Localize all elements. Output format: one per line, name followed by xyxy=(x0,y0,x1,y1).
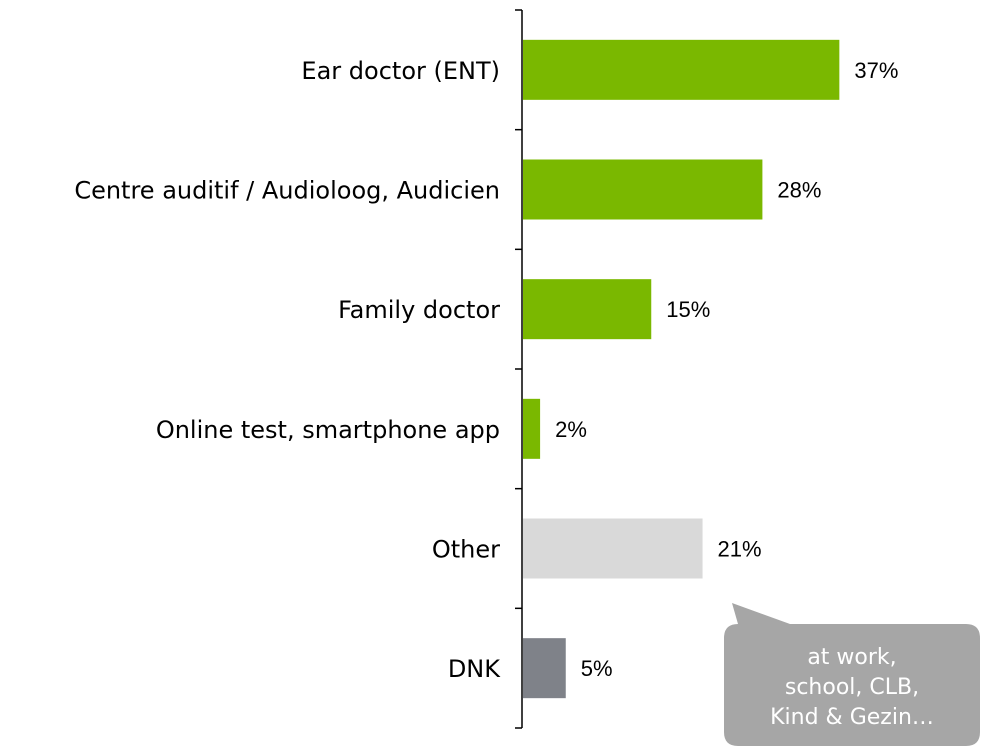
bar-5 xyxy=(523,518,703,579)
bar-2 xyxy=(523,159,763,220)
callout-text-line: school, CLB, xyxy=(785,675,919,700)
category-label: Family doctor xyxy=(338,296,500,324)
value-label: 5% xyxy=(581,656,613,681)
category-label: Centre auditif / Audioloog, Audicien xyxy=(74,177,500,205)
callout-text-line: at work, xyxy=(807,645,896,670)
category-label: Online test, smartphone app xyxy=(156,416,500,444)
value-label: 21% xyxy=(718,537,762,562)
category-label: DNK xyxy=(448,655,501,683)
bar-3 xyxy=(523,279,652,340)
bar-4 xyxy=(523,398,541,459)
callout-bubble xyxy=(724,603,980,746)
bar-1 xyxy=(523,39,840,100)
callout-note: at work, school, CLB, Kind & Gezin… xyxy=(724,603,980,746)
value-label: 15% xyxy=(666,297,710,322)
category-label: Other xyxy=(432,536,500,564)
callout-text-line: Kind & Gezin… xyxy=(770,705,934,730)
value-label: 37% xyxy=(854,58,898,83)
category-label: Ear doctor (ENT) xyxy=(301,57,500,85)
value-label: 28% xyxy=(777,178,821,203)
value-label: 2% xyxy=(555,417,587,442)
bar-6 xyxy=(523,638,566,699)
